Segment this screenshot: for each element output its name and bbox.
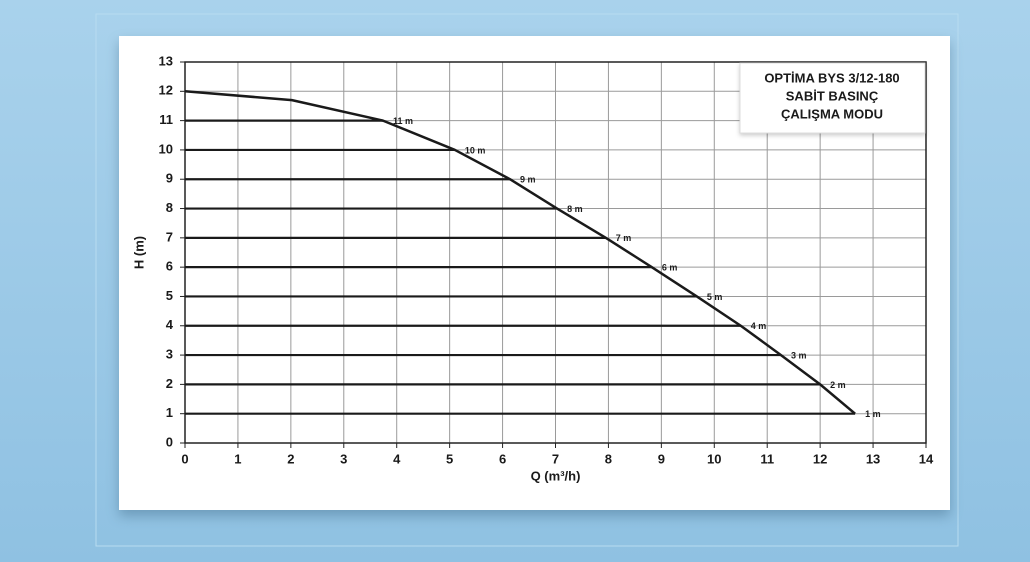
x-tick-label: 7 bbox=[552, 451, 559, 466]
plot: 0 1 2 3 4 5 6 7 8 9 10 11 12 13 14012345678910111213OP… bbox=[131, 53, 934, 483]
y-tick-label: 7 bbox=[166, 229, 173, 244]
point-label: 2 m bbox=[830, 380, 846, 390]
y-tick-label: 4 bbox=[166, 317, 174, 332]
x-axis-label: Q (m³/h) bbox=[531, 468, 581, 483]
x-tick-label: 6 bbox=[499, 451, 506, 466]
x-tick-label: 4 bbox=[393, 451, 401, 466]
y-tick-label: 6 bbox=[166, 259, 173, 274]
x-tick-label: 9 bbox=[658, 451, 665, 466]
point-label: 1 m bbox=[865, 409, 881, 419]
point-label: 7 m bbox=[616, 233, 632, 243]
point-label: 9 m bbox=[520, 175, 536, 185]
y-axis-label: H (m) bbox=[131, 236, 146, 269]
y-tick-label: 10 bbox=[159, 141, 173, 156]
x-tick-label: 13 bbox=[866, 451, 880, 466]
plot-border bbox=[184, 61, 927, 444]
y-tick-label: 2 bbox=[166, 376, 173, 391]
y-tick-label: 0 bbox=[166, 434, 173, 449]
chart-title: OPTİMA BYS 3/12-180 bbox=[764, 70, 899, 85]
y-tick-label: 3 bbox=[166, 347, 173, 362]
y-tick-label: 11 bbox=[159, 112, 173, 127]
x-tick-label: 1 bbox=[234, 451, 241, 466]
y-tick-label: 5 bbox=[166, 288, 173, 303]
y-tick-label: 13 bbox=[159, 53, 173, 68]
chart-title: SABİT BASINÇ bbox=[786, 88, 879, 103]
x-tick-label: 3 bbox=[340, 451, 347, 466]
chart-title: ÇALIŞMA MODU bbox=[781, 106, 883, 121]
point-label: 3 m bbox=[791, 350, 807, 360]
x-tick-label: 8 bbox=[605, 451, 612, 466]
y-tick-label: 9 bbox=[166, 171, 173, 186]
x-tick-label: 2 bbox=[287, 451, 294, 466]
x-tick-label: 10 bbox=[707, 451, 721, 466]
point-label: 10 m bbox=[465, 145, 486, 155]
point-label: 4 m bbox=[751, 321, 767, 331]
x-tick-label: 14 bbox=[919, 451, 934, 466]
x-tick-label: 12 bbox=[813, 451, 827, 466]
title-box bbox=[739, 62, 926, 134]
x-tick-label: 11 bbox=[760, 451, 774, 466]
y-tick-label: 12 bbox=[159, 83, 173, 98]
x-tick-label: 5 bbox=[446, 451, 453, 466]
curve bbox=[184, 90, 856, 415]
y-tick-label: 8 bbox=[166, 200, 173, 215]
point-label: 8 m bbox=[567, 204, 583, 214]
x-tick-label: 0 bbox=[181, 451, 188, 466]
point-label: 6 m bbox=[662, 263, 678, 273]
point-label: 11 m bbox=[393, 116, 413, 126]
y-tick-label: 1 bbox=[166, 405, 173, 420]
point-label: 5 m bbox=[707, 292, 723, 302]
frame bbox=[95, 13, 959, 547]
